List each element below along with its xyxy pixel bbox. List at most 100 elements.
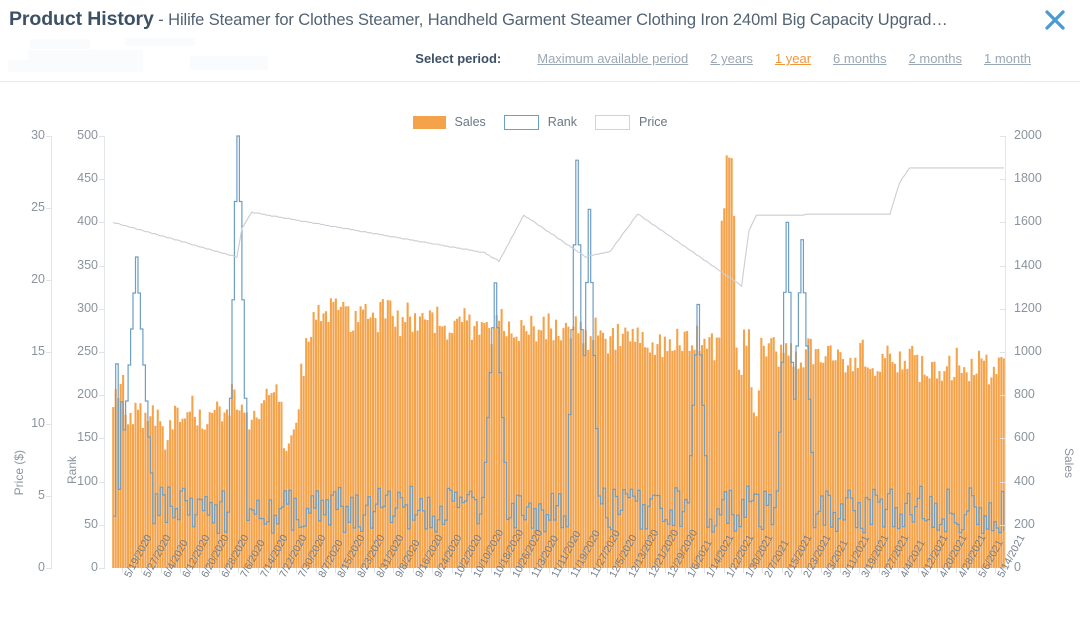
sales-bar — [876, 371, 879, 568]
sales-bar — [493, 327, 496, 568]
sales-bar — [921, 356, 924, 568]
sales-bar — [564, 322, 567, 568]
sales-bar — [960, 372, 963, 568]
tick-rank-0: 0 — [91, 560, 98, 574]
tick-price-25: 25 — [31, 200, 45, 214]
x-tickmark — [432, 568, 434, 573]
period-option-2-months[interactable]: 2 months — [908, 51, 963, 66]
tickmark-sales-2000 — [1000, 136, 1006, 137]
x-tickmark — [160, 568, 162, 573]
period-option-6-months[interactable]: 6 months — [833, 51, 887, 66]
sales-bar — [606, 353, 610, 568]
page-title: Product History - Hilife Steamer for Clo… — [0, 8, 948, 31]
sales-bar — [171, 429, 174, 568]
sales-bar — [871, 368, 874, 568]
sales-bar — [446, 339, 449, 568]
rank-line — [113, 135, 1005, 534]
x-tickmark — [723, 568, 725, 573]
sales-bar — [307, 341, 310, 568]
tickmark-sales-0 — [1000, 568, 1006, 569]
placeholder-block-e — [8, 60, 128, 72]
tickmark-rank-450 — [99, 179, 105, 181]
sales-bar — [839, 352, 842, 568]
sales-bar — [540, 330, 543, 568]
sales-bar — [527, 334, 530, 568]
close-button[interactable] — [1040, 5, 1070, 35]
period-option-maximum-available-period[interactable]: Maximum available period — [537, 51, 689, 66]
sales-bar — [720, 220, 723, 568]
sales-bar — [767, 343, 770, 568]
legend-item-sales[interactable]: Sales — [412, 115, 486, 129]
page-title-main: Product History — [9, 7, 154, 30]
tick-rank-350: 350 — [77, 257, 98, 272]
chart-plot-area[interactable] — [0, 128, 1080, 627]
sales-bar — [592, 339, 595, 568]
legend-item-rank[interactable]: Rank — [503, 114, 577, 130]
tickmark-sales-600 — [1000, 438, 1006, 440]
sales-bar — [265, 388, 268, 568]
x-tickmark — [121, 568, 123, 573]
sales-bar — [134, 402, 137, 568]
sales-bar — [357, 322, 360, 568]
tick-rank-200: 200 — [77, 387, 98, 402]
sales-bar — [554, 319, 558, 568]
sales-bar — [851, 371, 854, 568]
sales-bar — [824, 356, 827, 568]
sales-bar — [238, 410, 241, 568]
x-tickmark — [917, 568, 919, 573]
sales-bar — [198, 409, 201, 568]
sales-bar — [263, 400, 266, 568]
x-tickmark — [490, 568, 492, 573]
sales-bar — [733, 215, 736, 568]
sales-bar — [985, 354, 988, 568]
sales-bar — [780, 344, 783, 568]
sales-bar — [683, 331, 686, 568]
sales-bar — [404, 322, 407, 568]
sales-bar — [619, 346, 622, 568]
tickmark-sales-1400 — [1000, 265, 1006, 267]
sales-bar — [752, 412, 755, 568]
sales-bar — [268, 395, 271, 568]
sales-bar — [923, 374, 926, 568]
sales-bar — [366, 318, 370, 568]
sales-bar — [347, 306, 350, 568]
tick-rank-500: 500 — [77, 128, 98, 142]
sales-bar — [532, 326, 535, 568]
sales-bar — [374, 318, 377, 568]
product-history-chart[interactable]: Price ($) Rank Sales 0 5 10 15 20 25 30 0 50 100 1… — [0, 128, 1080, 627]
sales-bar — [782, 352, 785, 568]
sales-bar — [639, 342, 642, 568]
sales-bar — [272, 392, 276, 568]
sales-bar — [604, 338, 607, 568]
sales-bar — [728, 157, 731, 568]
sales-bar — [475, 321, 478, 568]
sales-bar — [295, 422, 298, 568]
tick-sales-1000: 1000 — [1014, 344, 1042, 358]
x-tickmark — [257, 568, 259, 573]
sales-bar — [807, 338, 810, 568]
sales-bar — [928, 378, 931, 568]
period-option-1-year[interactable]: 1 year — [774, 51, 812, 66]
sales-bar — [901, 369, 904, 568]
sales-bar — [614, 349, 617, 568]
sales-bar — [973, 375, 976, 568]
sales-bar — [757, 390, 760, 568]
x-tickmark — [587, 568, 589, 573]
x-tickmark — [509, 568, 511, 573]
period-option-2-years[interactable]: 2 years — [710, 51, 753, 66]
legend-item-price[interactable]: Price — [594, 114, 667, 130]
sales-bar — [562, 328, 565, 568]
sales-bar — [916, 354, 919, 568]
sales-bar — [275, 384, 278, 568]
sales-bar — [305, 338, 308, 568]
legend-label-sales: Sales — [454, 115, 486, 129]
sales-bar — [589, 336, 592, 568]
period-option-1-month[interactable]: 1 month — [984, 51, 1031, 66]
x-tickmark — [568, 568, 570, 573]
x-tickmark — [296, 568, 298, 573]
period-controls: Select period: Maximum available period … — [415, 51, 1031, 66]
sales-bar — [987, 384, 990, 568]
sales-bar — [161, 426, 164, 568]
sales-bars — [112, 155, 1005, 568]
sales-bar — [866, 367, 869, 568]
